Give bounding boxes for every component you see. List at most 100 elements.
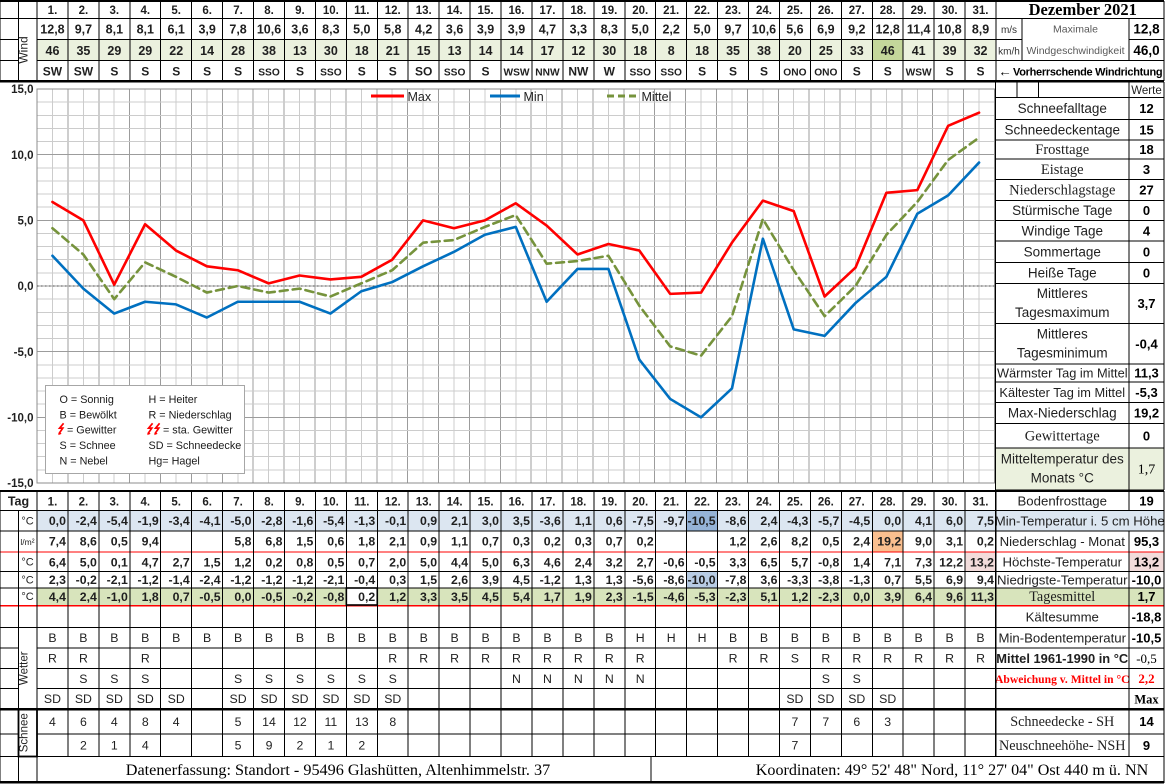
- svg-text:2,0: 2,0: [389, 555, 406, 569]
- svg-text:26.: 26.: [818, 5, 834, 17]
- svg-text:B: B: [48, 631, 56, 645]
- svg-text:2,3: 2,3: [49, 573, 66, 587]
- svg-text:13.: 13.: [416, 5, 432, 17]
- svg-text:5.: 5.: [171, 496, 181, 508]
- svg-text:B: B: [79, 631, 87, 645]
- svg-text:N: N: [605, 672, 614, 686]
- svg-text:Wetter: Wetter: [19, 651, 31, 685]
- svg-text:-1,4: -1,4: [168, 573, 189, 587]
- svg-text:5,0: 5,0: [18, 216, 34, 228]
- svg-text:32: 32: [974, 44, 988, 58]
- svg-text:NW: NW: [568, 65, 589, 79]
- svg-text:SD: SD: [168, 692, 185, 706]
- svg-text:R: R: [48, 652, 57, 666]
- svg-text:15,0: 15,0: [11, 84, 33, 96]
- svg-text:7.: 7.: [233, 5, 243, 17]
- svg-text:5,8: 5,8: [384, 23, 401, 37]
- svg-text:26.: 26.: [818, 496, 834, 508]
- svg-text:S: S: [389, 65, 397, 79]
- svg-text:0,2: 0,2: [637, 535, 654, 549]
- svg-text:6.: 6.: [202, 5, 212, 17]
- svg-text:1,1: 1,1: [575, 514, 592, 528]
- svg-text:5,0: 5,0: [693, 23, 710, 37]
- svg-text:-3,8: -3,8: [818, 573, 839, 587]
- svg-text:-0,4: -0,4: [354, 573, 375, 587]
- svg-text:NNW: NNW: [535, 68, 560, 79]
- svg-text:8,3: 8,3: [601, 23, 618, 37]
- svg-text:21.: 21.: [663, 496, 679, 508]
- svg-text:Höchste-Temperatur: Höchste-Temperatur: [1003, 555, 1123, 570]
- svg-text:Niederschlag - Monat: Niederschlag - Monat: [1000, 534, 1126, 549]
- svg-text:1,2: 1,2: [234, 555, 251, 569]
- svg-text:2,1: 2,1: [451, 514, 468, 528]
- svg-text:Heiße Tage: Heiße Tage: [1028, 266, 1097, 281]
- svg-text:-0,8: -0,8: [323, 590, 344, 604]
- svg-text:0,2: 0,2: [265, 555, 282, 569]
- svg-text:6,0: 6,0: [946, 514, 963, 528]
- svg-text:15: 15: [417, 44, 431, 58]
- svg-text:9,4: 9,4: [142, 535, 159, 549]
- svg-text:-8,6: -8,6: [725, 514, 746, 528]
- svg-text:Tagesminimum: Tagesminimum: [1017, 345, 1108, 360]
- svg-text:S: S: [358, 672, 366, 686]
- svg-text:4,6: 4,6: [544, 555, 561, 569]
- svg-text:S: S: [760, 65, 768, 79]
- svg-text:-5,0: -5,0: [230, 514, 251, 528]
- svg-text:Mittleres: Mittleres: [1037, 286, 1088, 301]
- svg-text:-5,3: -5,3: [694, 590, 715, 604]
- svg-text:B: B: [791, 631, 799, 645]
- svg-text:8: 8: [142, 715, 149, 729]
- svg-text:1.: 1.: [48, 5, 58, 17]
- svg-text:Datenerfassung: Standort - 9: Datenerfassung: Standort - 95496 Glashüt…: [126, 761, 550, 779]
- svg-text:12,8: 12,8: [876, 23, 900, 37]
- svg-text:4,7: 4,7: [539, 23, 556, 37]
- svg-text:W: W: [604, 65, 616, 79]
- svg-text:4: 4: [111, 715, 118, 729]
- svg-text:46: 46: [46, 44, 60, 58]
- svg-text:7,4: 7,4: [49, 535, 66, 549]
- svg-text:B: B: [976, 631, 984, 645]
- svg-text:H = Heiter: H = Heiter: [149, 394, 198, 406]
- svg-text:-4,5: -4,5: [849, 514, 870, 528]
- svg-text:8: 8: [389, 715, 396, 729]
- svg-text:0,6: 0,6: [327, 535, 344, 549]
- svg-text:21.: 21.: [663, 5, 679, 17]
- svg-text:14.: 14.: [447, 5, 463, 17]
- svg-text:Eistage: Eistage: [1041, 162, 1084, 178]
- svg-text:1,8: 1,8: [358, 535, 375, 549]
- svg-text:5,6: 5,6: [786, 23, 803, 37]
- svg-text:R: R: [419, 652, 428, 666]
- svg-text:S: S: [482, 65, 490, 79]
- svg-text:S: S: [234, 65, 242, 79]
- svg-text:1,9: 1,9: [575, 590, 592, 604]
- svg-text:13.: 13.: [416, 496, 432, 508]
- svg-text:-4,6: -4,6: [663, 590, 684, 604]
- svg-text:3,3: 3,3: [570, 23, 587, 37]
- svg-text:7,1: 7,1: [884, 555, 901, 569]
- svg-text:18: 18: [1139, 142, 1153, 157]
- svg-text:B: B: [884, 631, 892, 645]
- svg-text:SD: SD: [44, 692, 61, 706]
- svg-text:9,0: 9,0: [915, 535, 932, 549]
- svg-text:3.: 3.: [110, 496, 120, 508]
- svg-text:S: S: [698, 65, 706, 79]
- svg-text:1,3: 1,3: [606, 573, 623, 587]
- svg-text:Bodenfrosttage: Bodenfrosttage: [1018, 494, 1107, 509]
- svg-text:28: 28: [231, 44, 245, 58]
- svg-text:B: B: [822, 631, 830, 645]
- svg-text:1,1: 1,1: [451, 535, 468, 549]
- svg-text:2,7: 2,7: [637, 555, 654, 569]
- svg-text:-10,5: -10,5: [1132, 630, 1162, 645]
- svg-text:SD: SD: [137, 692, 154, 706]
- svg-text:SD: SD: [384, 692, 401, 706]
- svg-text:Min: Min: [524, 90, 544, 104]
- svg-text:8,3: 8,3: [322, 23, 339, 37]
- svg-text:-5,3: -5,3: [1135, 385, 1157, 400]
- svg-text:R: R: [574, 652, 583, 666]
- svg-text:R: R: [729, 652, 738, 666]
- svg-text:12: 12: [293, 715, 307, 729]
- svg-text:1: 1: [111, 739, 118, 753]
- svg-text:SD: SD: [879, 692, 896, 706]
- svg-text:N: N: [636, 672, 645, 686]
- svg-text:14: 14: [200, 44, 214, 58]
